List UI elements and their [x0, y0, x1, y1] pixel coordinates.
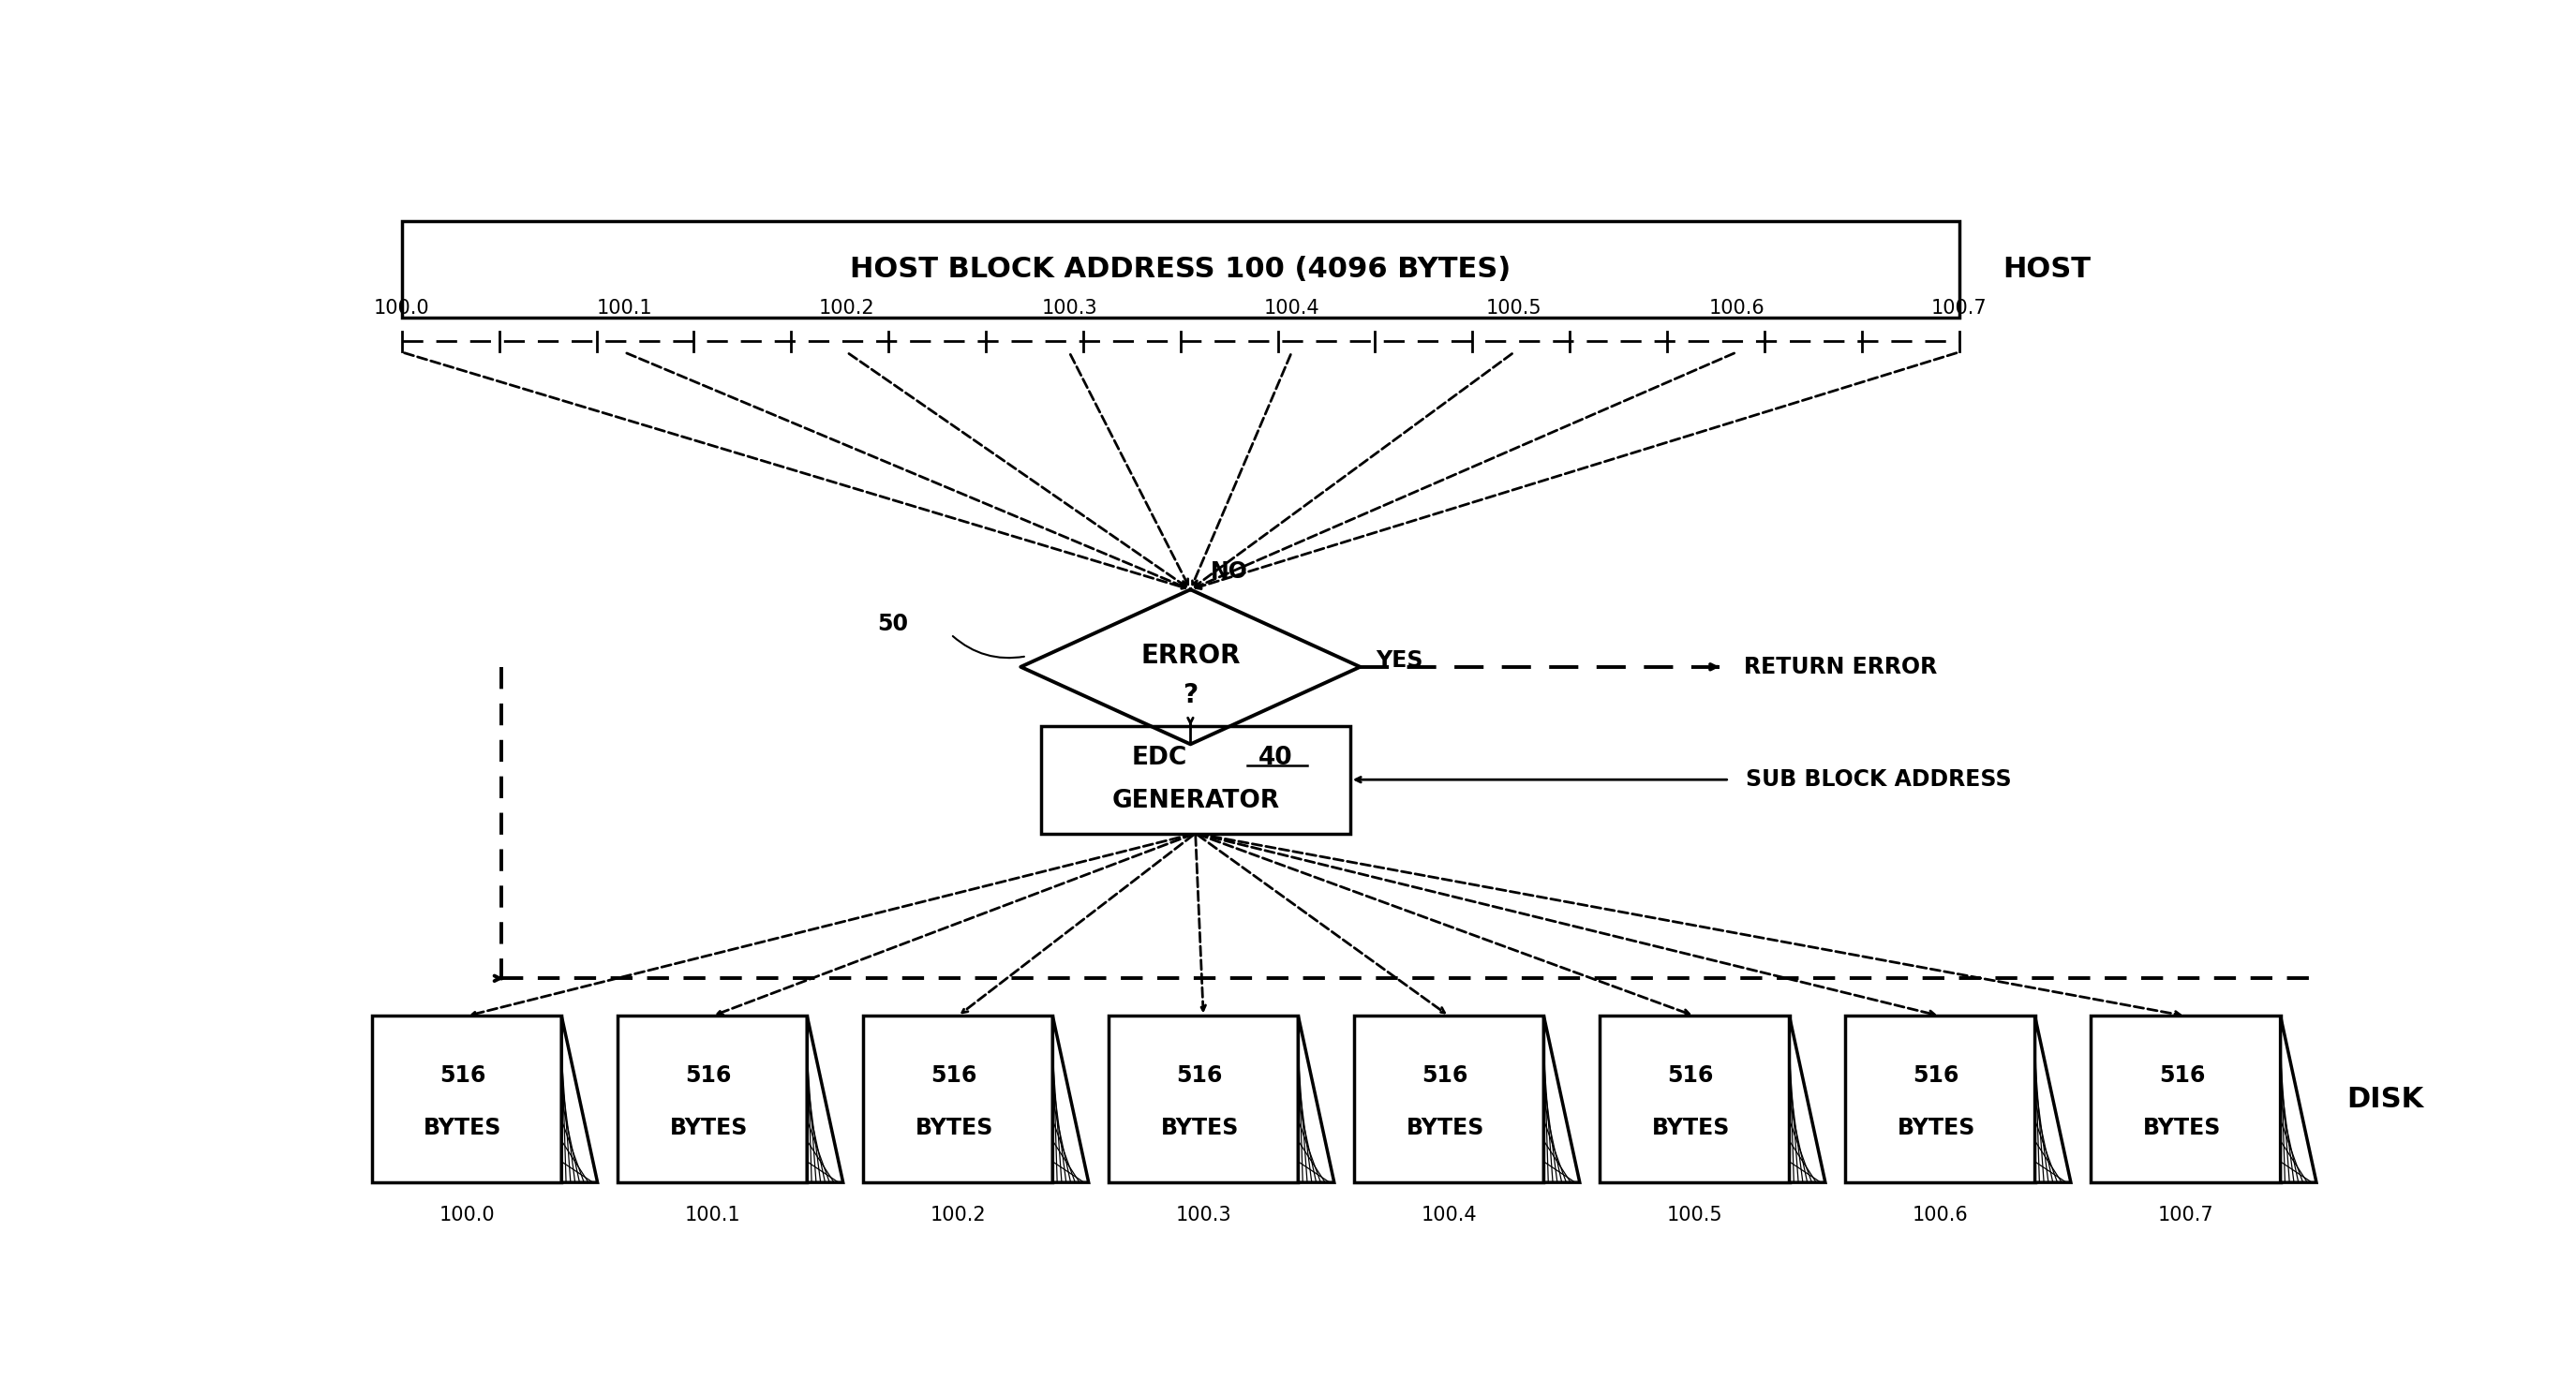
FancyBboxPatch shape	[2092, 1016, 2280, 1183]
Text: 100.7: 100.7	[1932, 299, 1986, 318]
Text: 100.5: 100.5	[1486, 299, 1543, 318]
Polygon shape	[1054, 1016, 1090, 1183]
Text: 516: 516	[930, 1064, 976, 1087]
Text: 100.1: 100.1	[685, 1207, 739, 1225]
FancyBboxPatch shape	[402, 222, 1960, 318]
Text: HOST BLOCK ADDRESS 100 (4096 BYTES): HOST BLOCK ADDRESS 100 (4096 BYTES)	[850, 255, 1512, 283]
Text: 100.1: 100.1	[598, 299, 652, 318]
Polygon shape	[1543, 1016, 1579, 1183]
Text: 516: 516	[2159, 1064, 2205, 1087]
FancyBboxPatch shape	[1355, 1016, 1543, 1183]
FancyBboxPatch shape	[863, 1016, 1054, 1183]
Polygon shape	[562, 1016, 598, 1183]
Text: 100.6: 100.6	[1708, 299, 1765, 318]
Text: 100.0: 100.0	[374, 299, 430, 318]
Text: BYTES: BYTES	[1899, 1116, 1976, 1138]
Text: HOST: HOST	[2004, 255, 2092, 283]
Text: 516: 516	[1914, 1064, 1960, 1087]
Text: BYTES: BYTES	[670, 1116, 747, 1138]
Text: BYTES: BYTES	[425, 1116, 502, 1138]
Text: 516: 516	[1177, 1064, 1224, 1087]
Polygon shape	[2035, 1016, 2071, 1183]
Text: 100.5: 100.5	[1667, 1207, 1723, 1225]
FancyBboxPatch shape	[371, 1016, 562, 1183]
Polygon shape	[1790, 1016, 1826, 1183]
FancyBboxPatch shape	[1600, 1016, 1790, 1183]
Text: 100.2: 100.2	[819, 299, 876, 318]
Text: 100.4: 100.4	[1265, 299, 1319, 318]
Text: NO: NO	[1211, 561, 1247, 583]
Text: BYTES: BYTES	[914, 1116, 994, 1138]
Text: 516: 516	[440, 1064, 487, 1087]
Text: 100.0: 100.0	[438, 1207, 495, 1225]
Text: SUB BLOCK ADDRESS: SUB BLOCK ADDRESS	[1747, 769, 2012, 791]
Text: YES: YES	[1376, 649, 1425, 671]
Text: RETURN ERROR: RETURN ERROR	[1744, 656, 1937, 678]
Text: 516: 516	[1422, 1064, 1468, 1087]
Text: 516: 516	[1667, 1064, 1713, 1087]
Text: 100.4: 100.4	[1422, 1207, 1476, 1225]
Text: GENERATOR: GENERATOR	[1110, 790, 1280, 813]
Text: 100.6: 100.6	[1911, 1207, 1968, 1225]
Text: 50: 50	[876, 612, 907, 636]
Text: 100.3: 100.3	[1041, 299, 1097, 318]
Text: 100.7: 100.7	[2159, 1207, 2213, 1225]
FancyBboxPatch shape	[1108, 1016, 1298, 1183]
Text: ?: ?	[1182, 682, 1198, 707]
FancyBboxPatch shape	[1041, 725, 1350, 833]
Text: BYTES: BYTES	[2143, 1116, 2221, 1138]
Text: 516: 516	[685, 1064, 732, 1087]
Polygon shape	[1298, 1016, 1334, 1183]
Text: ERROR: ERROR	[1141, 643, 1239, 670]
Polygon shape	[2280, 1016, 2316, 1183]
FancyBboxPatch shape	[1844, 1016, 2035, 1183]
Polygon shape	[806, 1016, 842, 1183]
Text: BYTES: BYTES	[1406, 1116, 1484, 1138]
Text: 40: 40	[1257, 746, 1293, 770]
Text: DISK: DISK	[2347, 1085, 2424, 1113]
FancyBboxPatch shape	[618, 1016, 806, 1183]
Text: BYTES: BYTES	[1162, 1116, 1239, 1138]
Text: BYTES: BYTES	[1651, 1116, 1731, 1138]
Text: 100.2: 100.2	[930, 1207, 987, 1225]
Text: 100.3: 100.3	[1175, 1207, 1231, 1225]
Text: EDC: EDC	[1131, 746, 1188, 770]
